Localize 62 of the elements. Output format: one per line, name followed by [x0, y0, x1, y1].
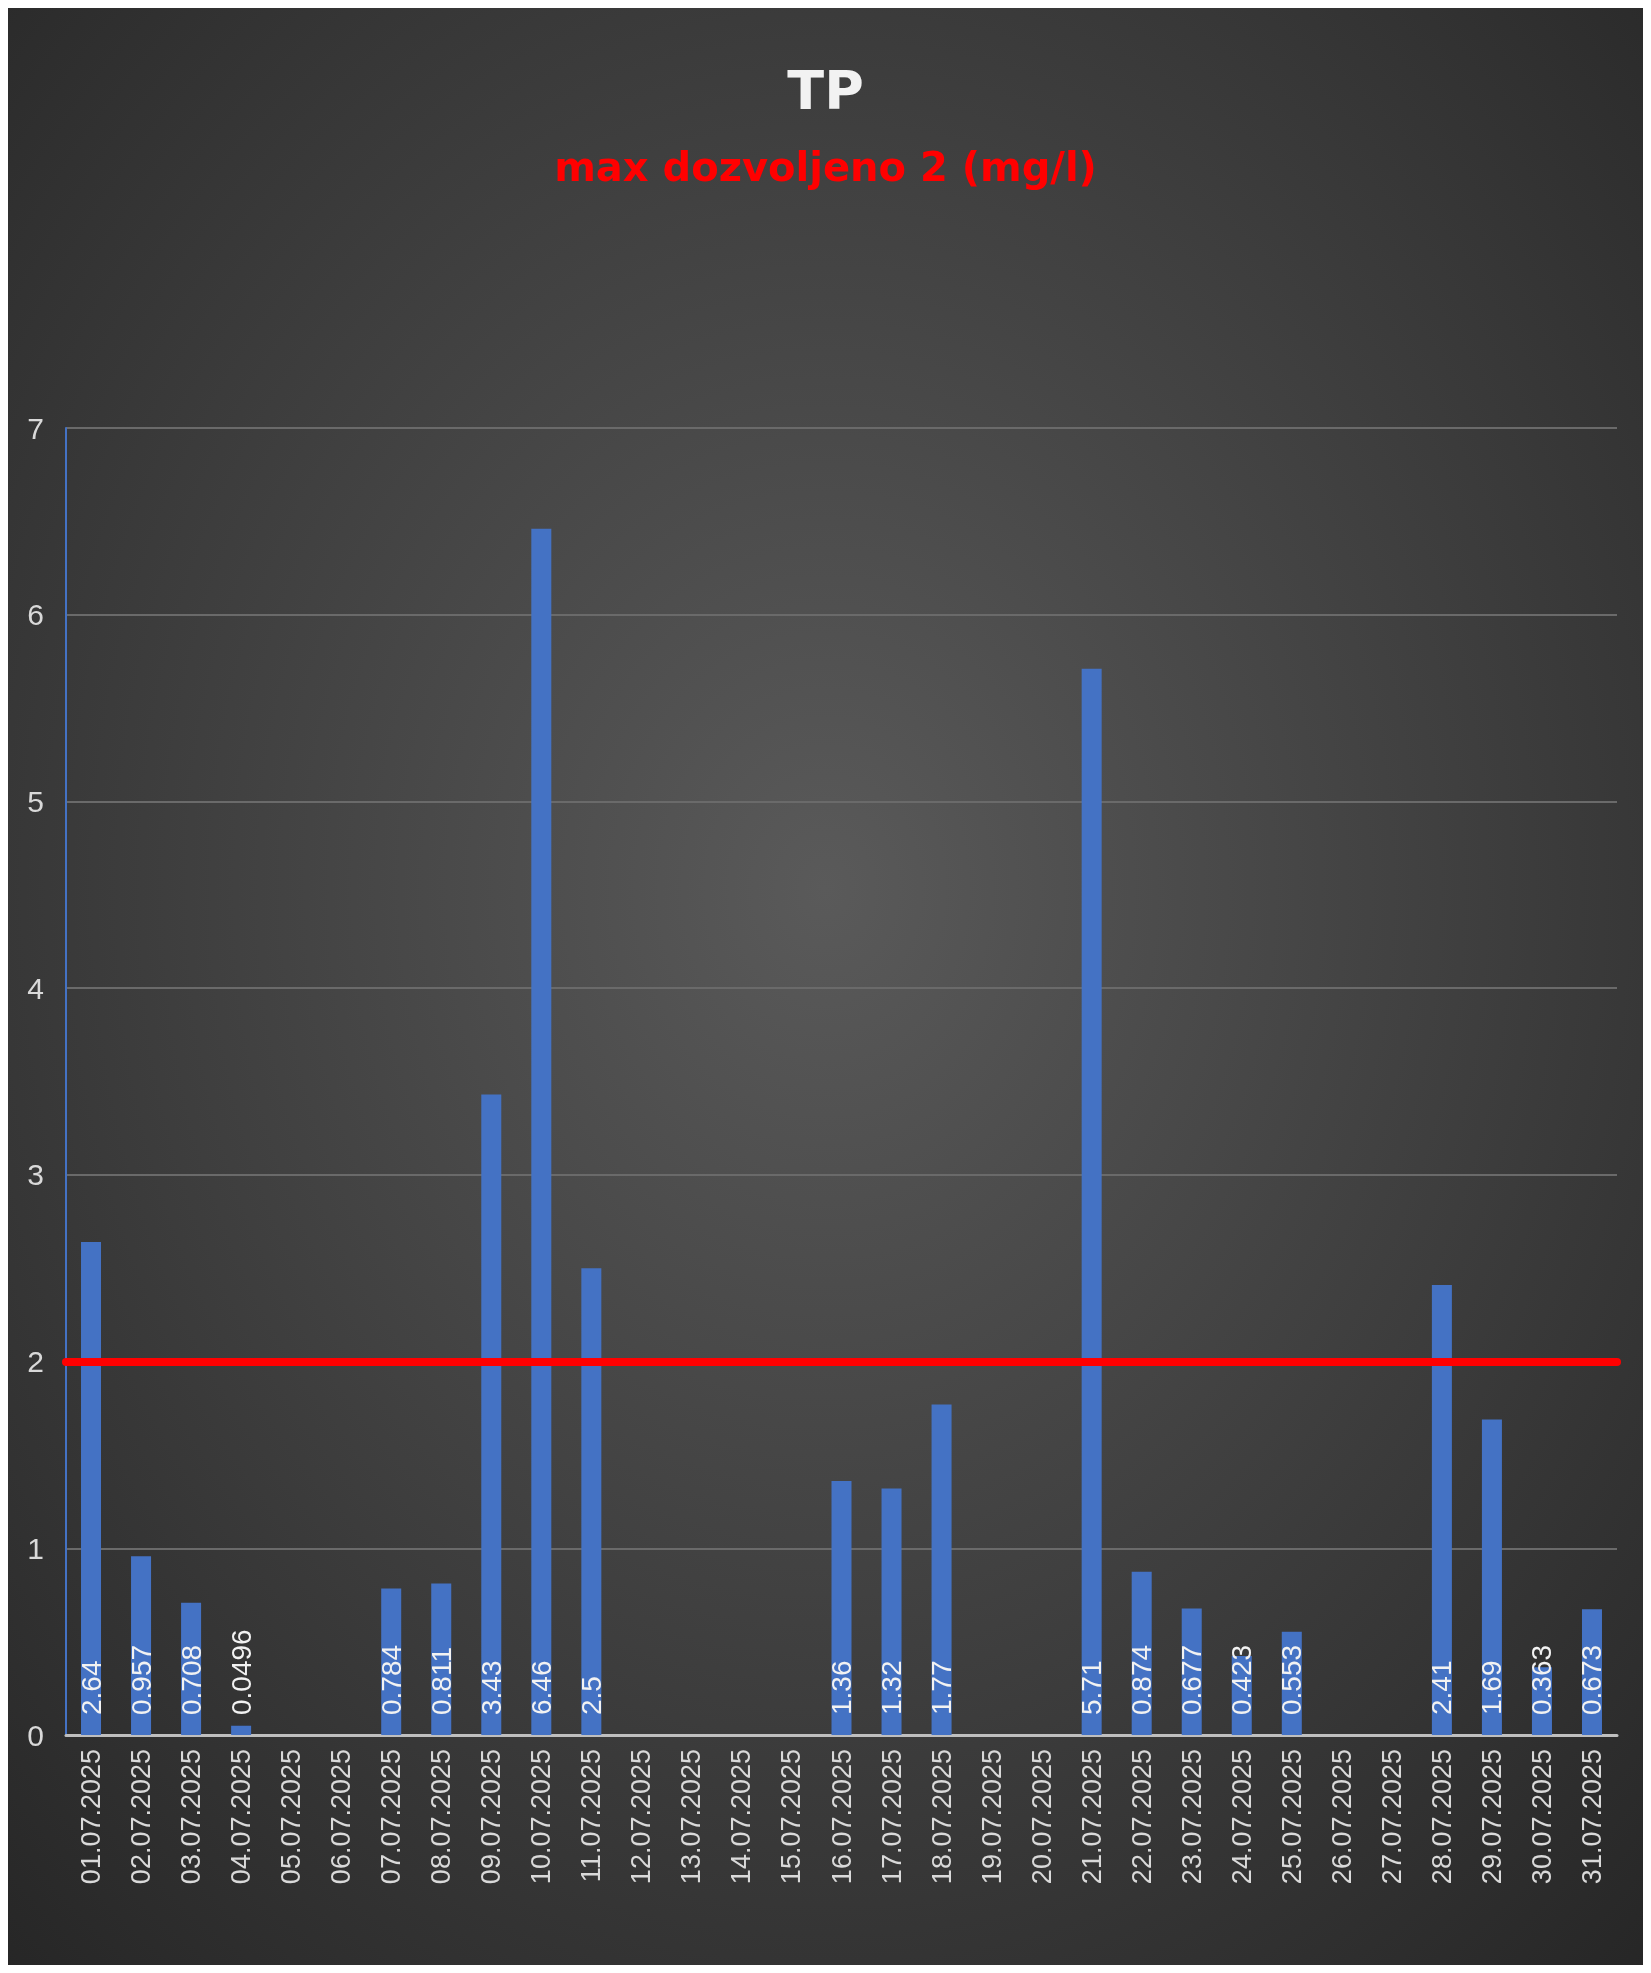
x-tick-label: 13.07.2025 [676, 1749, 707, 1885]
x-tick-label: 21.07.2025 [1076, 1749, 1107, 1885]
x-tick-label: 27.07.2025 [1376, 1749, 1407, 1885]
x-tick-label: 16.07.2025 [826, 1749, 857, 1885]
data-label: 3.43 [475, 1660, 507, 1715]
data-label: 1.77 [926, 1660, 958, 1715]
y-tick-label: 0 [27, 1718, 44, 1752]
x-tick-label: 29.07.2025 [1476, 1749, 1507, 1885]
data-label: 0.423 [1226, 1644, 1258, 1715]
x-tick-label: 02.07.2025 [126, 1749, 157, 1885]
x-tick-label: 11.07.2025 [576, 1749, 607, 1883]
data-label: 0.957 [125, 1644, 157, 1715]
x-tick-label: 12.07.2025 [626, 1749, 657, 1885]
x-tick-label: 15.07.2025 [776, 1749, 807, 1885]
x-tick-label: 26.07.2025 [1326, 1749, 1357, 1885]
data-label: 6.46 [525, 1660, 557, 1715]
x-tick-label: 04.07.2025 [226, 1749, 257, 1885]
x-tick-label: 24.07.2025 [1226, 1749, 1257, 1885]
data-label: 0.553 [1276, 1644, 1308, 1715]
chart-subtitle: max dozvoljeno 2 (mg/l) [554, 144, 1097, 190]
x-tick-label: 22.07.2025 [1126, 1749, 1157, 1885]
x-tick-label: 05.07.2025 [276, 1749, 307, 1885]
x-tick-label: 30.07.2025 [1526, 1749, 1557, 1885]
y-tick-label: 6 [27, 598, 44, 632]
data-label: 0.784 [375, 1644, 407, 1715]
x-tick-label: 03.07.2025 [176, 1749, 207, 1885]
x-tick-label: 25.07.2025 [1276, 1749, 1307, 1885]
x-tick-label: 20.07.2025 [1026, 1749, 1057, 1885]
x-tick-label: 28.07.2025 [1426, 1749, 1457, 1885]
data-label: 5.71 [1076, 1660, 1108, 1715]
data-label: 2.64 [75, 1660, 107, 1715]
x-tick-label: 10.07.2025 [526, 1749, 557, 1885]
x-tick-label: 18.07.2025 [926, 1749, 957, 1885]
x-tick-label: 14.07.2025 [726, 1749, 757, 1885]
data-label: 2.41 [1426, 1660, 1458, 1715]
data-label: 0.363 [1526, 1644, 1558, 1715]
y-tick-label: 3 [27, 1158, 44, 1192]
x-tick-label: 23.07.2025 [1176, 1749, 1207, 1885]
x-tick-label: 19.07.2025 [976, 1749, 1007, 1885]
y-tick-label: 2 [27, 1345, 44, 1379]
data-label: 0.708 [175, 1644, 207, 1715]
y-tick-label: 5 [27, 784, 44, 818]
data-label: 1.36 [826, 1660, 857, 1715]
data-label: 0.874 [1126, 1644, 1158, 1715]
data-label: 1.32 [876, 1660, 908, 1715]
data-label: 0.677 [1176, 1644, 1208, 1715]
data-label: 0.673 [1576, 1644, 1608, 1715]
data-label: 2.5 [575, 1676, 607, 1715]
x-tick-label: 08.07.2025 [426, 1749, 457, 1885]
x-tick-label: 07.07.2025 [376, 1749, 407, 1885]
data-label: 0.811 [425, 1647, 457, 1715]
x-tick-label: 06.07.2025 [326, 1749, 357, 1885]
x-tick-label: 17.07.2025 [876, 1749, 907, 1885]
chart-title: TP [787, 58, 864, 122]
x-tick-label: 01.07.2025 [76, 1749, 107, 1885]
x-tick-label: 31.07.2025 [1576, 1749, 1607, 1885]
data-label: 0.0496 [225, 1629, 257, 1715]
y-tick-label: 7 [27, 411, 44, 445]
y-tick-label: 1 [27, 1531, 44, 1565]
y-tick-label: 4 [27, 971, 44, 1005]
x-tick-label: 09.07.2025 [476, 1749, 507, 1885]
data-label: 1.69 [1476, 1660, 1508, 1715]
